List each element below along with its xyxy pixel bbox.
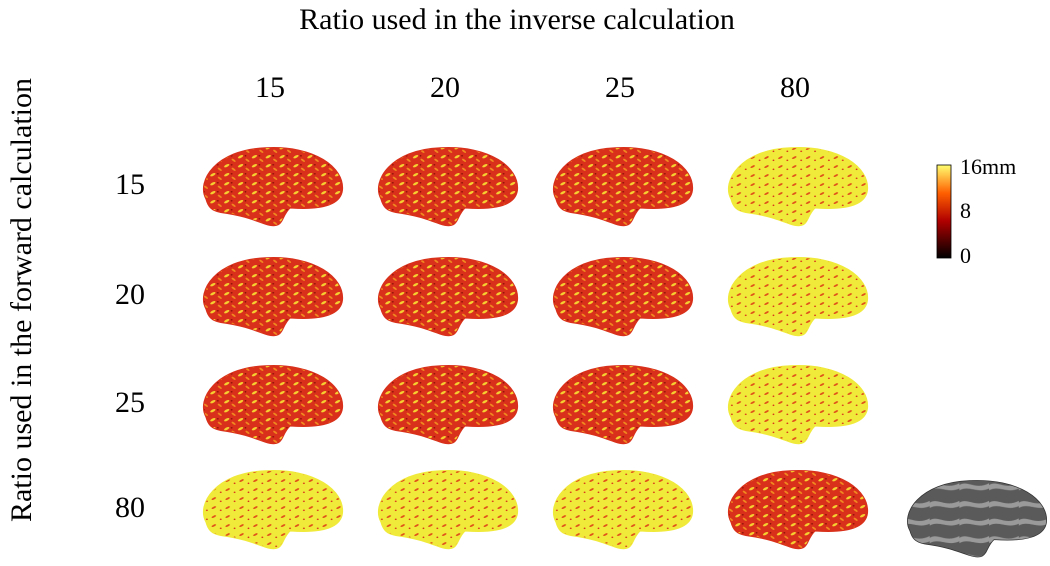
brain-map bbox=[552, 470, 694, 550]
row-label: 15 bbox=[115, 168, 145, 201]
brain-map bbox=[377, 365, 519, 445]
brain-map bbox=[202, 257, 344, 337]
brain-map bbox=[552, 257, 694, 337]
column-label: 15 bbox=[255, 71, 285, 104]
brain-map bbox=[377, 470, 519, 550]
grid: 15 20 25 80 15 20 25 80 bbox=[115, 71, 869, 550]
brain-map bbox=[377, 147, 519, 227]
brain-map bbox=[552, 147, 694, 227]
reference-brain bbox=[907, 480, 1047, 558]
row-label: 80 bbox=[115, 491, 145, 524]
brain-map bbox=[202, 365, 344, 445]
brain-map bbox=[727, 470, 869, 550]
brain-map bbox=[377, 257, 519, 337]
column-label: 20 bbox=[430, 71, 460, 104]
colorbar-label: 8 bbox=[960, 198, 971, 223]
brain-map bbox=[202, 147, 344, 227]
column-label: 25 bbox=[605, 71, 635, 104]
brain-map bbox=[727, 147, 869, 227]
column-label: 80 bbox=[780, 71, 810, 104]
row-label: 25 bbox=[115, 386, 145, 419]
brain-map bbox=[727, 365, 869, 445]
top-title: Ratio used in the inverse calculation bbox=[299, 3, 735, 36]
colorbar bbox=[936, 164, 952, 259]
left-title: Ratio used in the forward calculation bbox=[5, 78, 38, 522]
row-label: 20 bbox=[115, 278, 145, 311]
brain-map bbox=[202, 470, 344, 550]
brain-map bbox=[727, 257, 869, 337]
colorbar-label: 0 bbox=[960, 243, 971, 268]
colorbar-label: 16mm bbox=[960, 154, 1016, 179]
brain-map bbox=[552, 365, 694, 445]
